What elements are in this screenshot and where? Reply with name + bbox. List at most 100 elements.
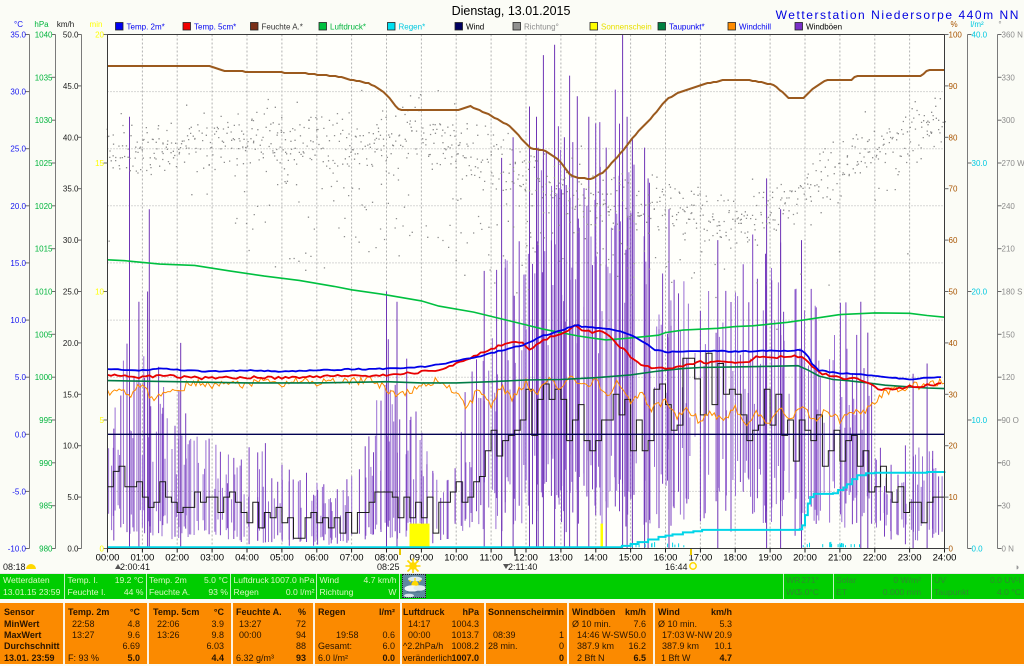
svg-text:1040: 1040 bbox=[35, 31, 53, 40]
svg-text:00:00: 00:00 bbox=[96, 553, 120, 564]
svg-text:1010: 1010 bbox=[35, 288, 53, 297]
svg-text:180 S: 180 S bbox=[1002, 288, 1023, 297]
svg-text:min: min bbox=[90, 20, 103, 29]
svg-text:2:11:40: 2:11:40 bbox=[508, 562, 537, 572]
svg-text:60: 60 bbox=[949, 236, 958, 245]
svg-text:330: 330 bbox=[1002, 73, 1016, 82]
svg-text:0.0: 0.0 bbox=[67, 545, 79, 554]
svg-text:0.0: 0.0 bbox=[972, 545, 984, 554]
svg-text:20.0: 20.0 bbox=[63, 339, 79, 348]
svg-text:05:00: 05:00 bbox=[270, 553, 294, 564]
svg-text:18:00: 18:00 bbox=[723, 553, 747, 564]
svg-text:50: 50 bbox=[949, 288, 958, 297]
svg-text:30.0: 30.0 bbox=[63, 236, 79, 245]
svg-text:20:00: 20:00 bbox=[793, 553, 817, 564]
svg-text:1015: 1015 bbox=[35, 245, 53, 254]
svg-text:995: 995 bbox=[39, 416, 53, 425]
svg-text:35.0: 35.0 bbox=[63, 185, 79, 194]
svg-text:1035: 1035 bbox=[35, 73, 53, 82]
svg-text:10.0: 10.0 bbox=[10, 316, 26, 325]
svg-text:20.0: 20.0 bbox=[10, 202, 26, 211]
svg-text:10.0: 10.0 bbox=[972, 416, 988, 425]
svg-text:hPa: hPa bbox=[34, 20, 49, 29]
svg-text:km/h: km/h bbox=[57, 20, 74, 29]
svg-text:90: 90 bbox=[949, 82, 958, 91]
svg-text:11:00: 11:00 bbox=[480, 553, 503, 564]
svg-text:1030: 1030 bbox=[35, 116, 53, 125]
svg-text:30: 30 bbox=[1002, 502, 1011, 511]
svg-text:150: 150 bbox=[1002, 330, 1016, 339]
svg-text:40.0: 40.0 bbox=[63, 133, 79, 142]
svg-text:10:00: 10:00 bbox=[444, 553, 468, 564]
svg-text:07:00: 07:00 bbox=[340, 553, 364, 564]
svg-text:300: 300 bbox=[1002, 116, 1016, 125]
svg-text:15: 15 bbox=[95, 159, 104, 168]
svg-text:Taupunkt*: Taupunkt* bbox=[669, 23, 705, 32]
svg-text:Dienstag, 13.01.2015: Dienstag, 13.01.2015 bbox=[452, 4, 571, 18]
svg-text:1020: 1020 bbox=[35, 202, 53, 211]
svg-text:Luftdruck*: Luftdruck* bbox=[330, 23, 366, 32]
svg-text:04:00: 04:00 bbox=[235, 553, 259, 564]
svg-text:980: 980 bbox=[39, 545, 53, 554]
svg-text:5: 5 bbox=[100, 416, 105, 425]
svg-text:1025: 1025 bbox=[35, 159, 53, 168]
svg-text:50.0: 50.0 bbox=[63, 31, 79, 40]
svg-text:Feuchte A.*: Feuchte A.* bbox=[262, 23, 303, 32]
svg-text:°C: °C bbox=[14, 20, 23, 29]
svg-text:10.0: 10.0 bbox=[63, 442, 79, 451]
svg-text:0: 0 bbox=[100, 545, 105, 554]
svg-text:1005: 1005 bbox=[35, 330, 53, 339]
svg-text:25.0: 25.0 bbox=[63, 288, 79, 297]
svg-text:270 W: 270 W bbox=[1002, 159, 1024, 168]
svg-text:90 O: 90 O bbox=[1002, 416, 1019, 425]
svg-text:40: 40 bbox=[949, 339, 958, 348]
svg-text:20.0: 20.0 bbox=[972, 288, 988, 297]
svg-text:-10.0: -10.0 bbox=[8, 545, 27, 554]
svg-text:15.0: 15.0 bbox=[10, 259, 26, 268]
svg-text:40.0: 40.0 bbox=[972, 31, 988, 40]
svg-text:5.0: 5.0 bbox=[67, 493, 79, 502]
svg-text:30.0: 30.0 bbox=[972, 159, 988, 168]
svg-text:23:00: 23:00 bbox=[898, 553, 922, 564]
svg-text:14:00: 14:00 bbox=[584, 553, 608, 564]
svg-text:06:00: 06:00 bbox=[305, 553, 329, 564]
svg-text:15:00: 15:00 bbox=[619, 553, 643, 564]
svg-text:22:00: 22:00 bbox=[863, 553, 887, 564]
svg-text:0: 0 bbox=[949, 545, 954, 554]
svg-text:16:00: 16:00 bbox=[654, 553, 678, 564]
svg-text:990: 990 bbox=[39, 459, 53, 468]
svg-text:02:00: 02:00 bbox=[165, 553, 189, 564]
svg-text:Temp. 5cm*: Temp. 5cm* bbox=[194, 23, 236, 32]
svg-text:Wind: Wind bbox=[466, 23, 484, 32]
svg-text:08:00: 08:00 bbox=[375, 553, 399, 564]
svg-text:60: 60 bbox=[1002, 459, 1011, 468]
svg-text:01:00: 01:00 bbox=[131, 553, 155, 564]
svg-text:°: ° bbox=[998, 20, 1001, 29]
svg-text:240: 240 bbox=[1002, 202, 1016, 211]
svg-text:20: 20 bbox=[95, 31, 104, 40]
svg-text:0.0: 0.0 bbox=[15, 430, 27, 439]
svg-text:30.0: 30.0 bbox=[10, 88, 26, 97]
svg-text:10: 10 bbox=[95, 288, 104, 297]
svg-text:Richtung°: Richtung° bbox=[524, 23, 559, 32]
svg-text:13:00: 13:00 bbox=[549, 553, 573, 564]
svg-text:0 N: 0 N bbox=[1002, 545, 1015, 554]
svg-text:16:44: 16:44 bbox=[665, 562, 688, 572]
svg-text:5.0: 5.0 bbox=[15, 373, 27, 382]
svg-text:360 N: 360 N bbox=[1002, 31, 1024, 40]
svg-text:10: 10 bbox=[949, 493, 958, 502]
svg-text:21:00: 21:00 bbox=[828, 553, 852, 564]
svg-text:Wetterstation Niedersorpe 440m: Wetterstation Niedersorpe 440m NN bbox=[776, 8, 1020, 22]
svg-text:24:00: 24:00 bbox=[933, 553, 957, 564]
svg-text:l/m²: l/m² bbox=[970, 20, 984, 29]
svg-text:◑: ◑ bbox=[1014, 562, 1019, 572]
svg-text:100: 100 bbox=[949, 31, 963, 40]
svg-text:35.0: 35.0 bbox=[10, 31, 26, 40]
svg-text:Windchill: Windchill bbox=[739, 23, 771, 32]
svg-text:15.0: 15.0 bbox=[63, 390, 79, 399]
svg-text:80: 80 bbox=[949, 133, 958, 142]
svg-text:45.0: 45.0 bbox=[63, 82, 79, 91]
svg-text:985: 985 bbox=[39, 502, 53, 511]
svg-text:12:00: 12:00 bbox=[514, 553, 538, 564]
svg-text:Temp. 2m*: Temp. 2m* bbox=[127, 23, 165, 32]
